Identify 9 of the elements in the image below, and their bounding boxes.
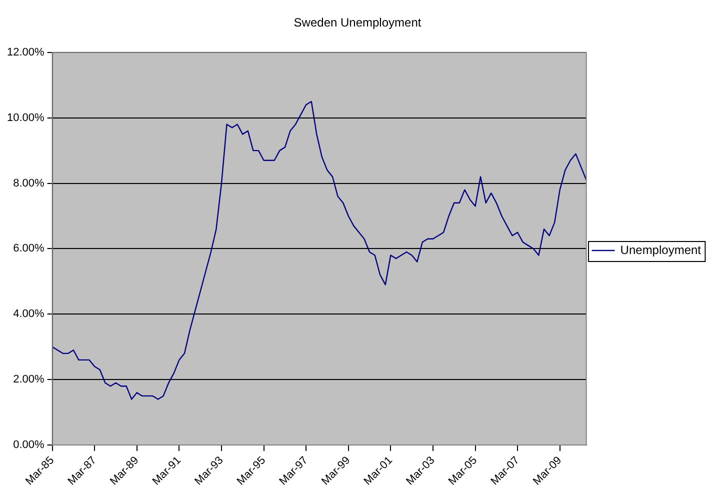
y-tick-label: 4.00%: [13, 308, 45, 320]
y-tick-label: 10.00%: [6, 112, 45, 124]
legend-label: Unemployment: [620, 242, 702, 257]
y-tick-label: 2.00%: [13, 374, 45, 386]
y-tick-label: 6.00%: [13, 242, 45, 255]
chart-title: Sweden Unemployment: [294, 16, 422, 30]
y-tick-label: 0.00%: [13, 439, 45, 452]
y-tick-label: 12.00%: [6, 46, 45, 58]
y-tick-label: 8.00%: [13, 177, 45, 190]
